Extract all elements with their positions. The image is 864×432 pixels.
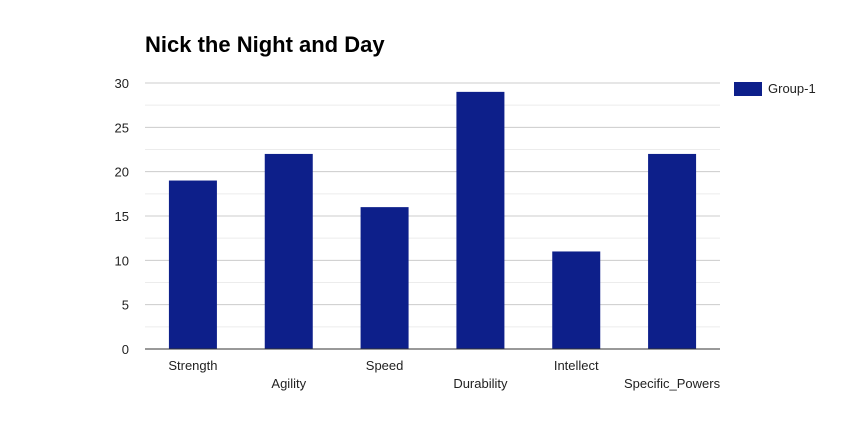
bar-agility	[264, 153, 313, 349]
bar-specific-powers	[648, 153, 697, 349]
legend-label: Group-1	[768, 81, 816, 96]
bar-intellect	[552, 251, 601, 349]
x-tick-label: Durability	[453, 376, 508, 391]
x-tick-label: Agility	[271, 376, 306, 391]
y-tick-label: 20	[115, 165, 129, 180]
legend-swatch	[734, 81, 762, 96]
y-tick-label: 15	[115, 209, 129, 224]
y-tick-label: 25	[115, 120, 129, 135]
x-tick-label: Intellect	[554, 358, 599, 373]
y-tick-label: 10	[115, 253, 129, 268]
x-tick-label: Specific_Powers	[624, 376, 721, 391]
y-tick-label: 5	[122, 298, 129, 313]
bar-durability	[456, 91, 505, 349]
chart-title: Nick the Night and Day	[145, 32, 385, 57]
x-axis-ticks: Strength Agility Speed Durability Intellect S…	[168, 358, 720, 391]
y-tick-label: 0	[122, 342, 129, 357]
gridlines	[145, 82, 720, 328]
bars	[168, 91, 697, 349]
x-tick-label: Speed	[366, 358, 404, 373]
y-axis-ticks: 0 5 10 15 20 25 30	[115, 76, 129, 357]
x-tick-label: Strength	[168, 358, 217, 373]
y-tick-label: 30	[115, 76, 129, 91]
bar-speed	[360, 207, 409, 349]
bar-strength	[168, 180, 217, 349]
legend: Group-1	[734, 81, 816, 96]
